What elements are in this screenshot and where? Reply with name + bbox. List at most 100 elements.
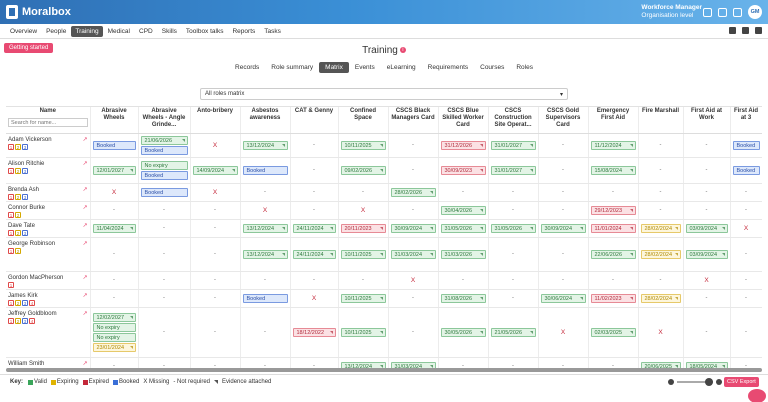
- matrix-cell[interactable]: -: [683, 157, 731, 184]
- matrix-cell[interactable]: 30/04/2026: [438, 201, 489, 220]
- person-name[interactable]: Brenda Ash: [8, 186, 40, 193]
- training-status-expiring[interactable]: 23/01/2024: [92, 342, 136, 352]
- role-badge[interactable]: 3: [22, 317, 28, 324]
- role-badge[interactable]: 2: [15, 167, 21, 174]
- training-status-valid[interactable]: 31/05/2026: [440, 223, 486, 233]
- matrix-cell[interactable]: -: [290, 271, 339, 290]
- external-link-icon[interactable]: ↗: [82, 204, 88, 211]
- matrix-cell[interactable]: 11/02/2023: [588, 289, 639, 308]
- training-status-valid[interactable]: 14/09/2024: [192, 165, 238, 175]
- column-header[interactable]: Asbestos awareness: [240, 107, 291, 134]
- matrix-cell[interactable]: 31/12/2026: [438, 133, 489, 158]
- matrix-cell[interactable]: -: [338, 271, 389, 290]
- role-badge[interactable]: 1: [8, 229, 14, 236]
- person-name[interactable]: George Robinson: [8, 240, 56, 247]
- training-status-booked[interactable]: Booked: [140, 170, 188, 180]
- person-name[interactable]: Jeffrey Goldbloom: [8, 310, 57, 317]
- training-status-valid[interactable]: 30/09/2024: [540, 223, 586, 233]
- nav-item-cpd[interactable]: CPD: [139, 27, 153, 35]
- matrix-cell[interactable]: 31/05/2026: [438, 219, 489, 238]
- matrix-cell[interactable]: -: [730, 357, 762, 368]
- column-header[interactable]: Abrasive Wheels - Angle Grinde...: [138, 107, 191, 134]
- training-status-valid[interactable]: 31/03/2026: [440, 249, 486, 259]
- matrix-cell[interactable]: X: [190, 183, 241, 202]
- tab-elearning[interactable]: eLearning: [386, 64, 416, 71]
- nav-item-overview[interactable]: Overview: [10, 27, 38, 35]
- training-status-valid[interactable]: 10/11/2025: [340, 249, 386, 259]
- training-status-valid[interactable]: 15/08/2024: [590, 165, 636, 175]
- logo[interactable]: Moralbox: [6, 4, 71, 20]
- training-status-valid[interactable]: 21/05/2026: [490, 327, 536, 337]
- matrix-cell[interactable]: -: [638, 201, 684, 220]
- missing-mark[interactable]: X: [658, 328, 663, 336]
- matrix-cell[interactable]: 24/11/2024: [290, 237, 339, 272]
- info-icon[interactable]: i: [399, 47, 406, 54]
- matrix-cell[interactable]: 13/12/2024: [240, 133, 291, 158]
- matrix-cell[interactable]: -: [538, 183, 589, 202]
- matrix-cell[interactable]: -: [638, 271, 684, 290]
- matrix-cell[interactable]: 28/02/2024: [638, 237, 684, 272]
- training-status-valid[interactable]: 11/04/2024: [92, 223, 136, 233]
- training-status-valid[interactable]: 20/06/2025: [640, 361, 681, 368]
- missing-mark[interactable]: X: [410, 276, 416, 284]
- matrix-cell[interactable]: -: [730, 201, 762, 220]
- matrix-cell[interactable]: 30/06/2024: [538, 289, 589, 308]
- matrix-cell[interactable]: X: [90, 183, 139, 202]
- matrix-cell[interactable]: Booked: [240, 157, 291, 184]
- matrix-cell[interactable]: -: [90, 201, 139, 220]
- training-status-valid[interactable]: 12/01/2027: [92, 165, 136, 175]
- training-status-valid[interactable]: 09/02/2026: [340, 165, 386, 175]
- matrix-cell[interactable]: X: [538, 307, 589, 358]
- missing-mark[interactable]: X: [704, 276, 709, 284]
- matrix-cell[interactable]: 31/03/2026: [438, 237, 489, 272]
- matrix-cell[interactable]: X: [638, 307, 684, 358]
- role-badge[interactable]: 3: [22, 193, 28, 200]
- matrix-cell[interactable]: -: [138, 289, 191, 308]
- column-header[interactable]: Anto-bribery: [190, 107, 241, 134]
- matrix-cell[interactable]: Booked: [138, 183, 191, 202]
- matrix-cell[interactable]: -: [190, 201, 241, 220]
- role-badge[interactable]: 1: [8, 167, 14, 174]
- role-badge[interactable]: 4: [29, 317, 35, 324]
- matrix-cell[interactable]: 13/12/2024: [338, 357, 389, 368]
- matrix-cell[interactable]: -: [730, 271, 762, 290]
- training-status-booked[interactable]: Booked: [732, 140, 760, 150]
- matrix-cell[interactable]: 31/05/2026: [488, 219, 539, 238]
- matrix-cell[interactable]: -: [290, 183, 339, 202]
- matrix-cell[interactable]: -: [190, 219, 241, 238]
- missing-mark[interactable]: X: [560, 328, 566, 336]
- matrix-cell[interactable]: X: [190, 133, 241, 158]
- matrix-cell[interactable]: 14/09/2024: [190, 157, 241, 184]
- training-status-valid[interactable]: 31/01/2027: [490, 165, 536, 175]
- matrix-cell[interactable]: 20/06/2025: [638, 357, 684, 368]
- nav-item-medical[interactable]: Medical: [107, 27, 130, 35]
- training-status-noexp[interactable]: No expiry: [92, 322, 136, 332]
- matrix-cell[interactable]: 03/09/2024: [683, 237, 731, 272]
- matrix-cell[interactable]: -: [538, 133, 589, 158]
- matrix-cell[interactable]: 18/12/2022: [290, 307, 339, 358]
- matrix-cell[interactable]: 10/11/2025: [338, 237, 389, 272]
- training-status-valid[interactable]: 12/02/2027: [92, 312, 136, 322]
- matrix-cell[interactable]: -: [538, 271, 589, 290]
- external-link-icon[interactable]: ↗: [82, 136, 88, 143]
- external-link-icon[interactable]: ↗: [82, 222, 88, 229]
- csv-export-button[interactable]: CSV Export: [724, 377, 759, 387]
- role-badge[interactable]: 2: [15, 229, 21, 236]
- missing-mark[interactable]: X: [111, 188, 117, 196]
- matrix-cell[interactable]: -: [240, 183, 291, 202]
- matrix-cell[interactable]: -: [240, 271, 291, 290]
- add-icon[interactable]: [729, 27, 736, 34]
- matrix-cell[interactable]: -: [90, 237, 139, 272]
- external-link-icon[interactable]: ↗: [82, 360, 88, 367]
- matrix-cell[interactable]: -: [588, 357, 639, 368]
- training-status-expired[interactable]: 31/12/2026: [440, 140, 486, 150]
- role-badge[interactable]: 1: [8, 193, 14, 200]
- matrix-cell[interactable]: -: [388, 157, 439, 184]
- training-status-valid[interactable]: 10/11/2025: [340, 327, 386, 337]
- matrix-cell[interactable]: -: [388, 307, 439, 358]
- matrix-cell[interactable]: 03/09/2024: [683, 219, 731, 238]
- tab-role-summary[interactable]: Role summary: [271, 64, 314, 71]
- matrix-cell[interactable]: -: [538, 237, 589, 272]
- training-status-booked[interactable]: Booked: [140, 187, 188, 197]
- missing-mark[interactable]: X: [262, 206, 268, 214]
